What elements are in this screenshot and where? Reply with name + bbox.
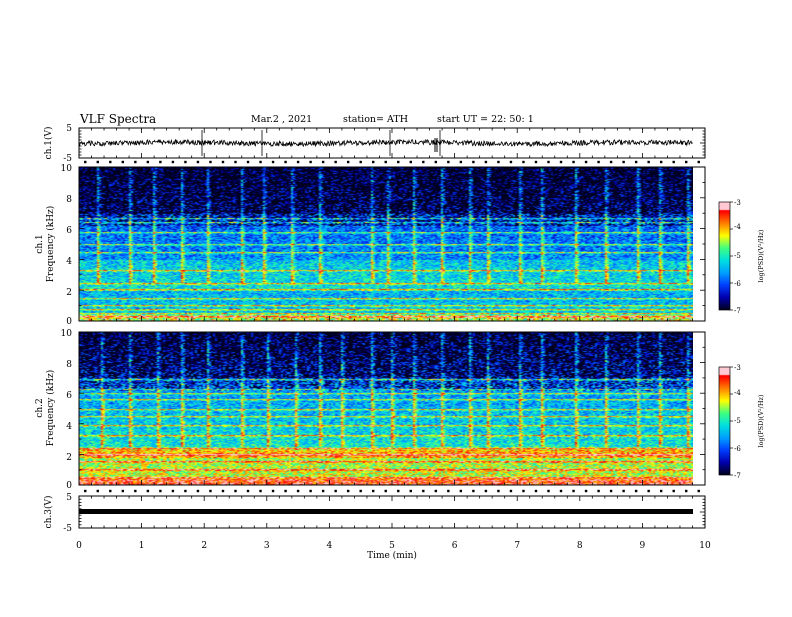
xtick-8: 8 (577, 541, 583, 551)
cb1-label: log(PSD)(V²/Hz) (757, 229, 765, 282)
date-label: Mar.2 , 2021 (251, 114, 312, 125)
ch1-ytick-6: 6 (66, 226, 72, 236)
xtick-5: 5 (389, 541, 395, 551)
ch3v-ytick-bottom: -5 (63, 524, 72, 534)
ch3-waveform-line (79, 509, 693, 514)
ch2-colorbar (719, 367, 730, 475)
start-time-label: start UT = 22: 50: 1 (437, 114, 534, 125)
ch1-volt-axis-label: ch.1(V) (43, 127, 54, 160)
ch1v-ytick-top: 5 (66, 124, 72, 134)
xtick-1: 1 (139, 541, 145, 551)
ch1-ytick-4: 4 (66, 257, 72, 267)
ch1-spectrogram-image (79, 167, 693, 321)
axis-ticks (78, 127, 706, 529)
cb1-tick-m6: -6 (734, 280, 741, 288)
ch3v-ytick-top: 5 (66, 493, 72, 503)
cb2-label: log(PSD)(V²/Hz) (757, 394, 765, 447)
cb1-tick-m7: -7 (734, 307, 741, 315)
colorbar-ticks (718, 201, 733, 476)
ch2-spectrogram-image (79, 332, 693, 485)
ch1v-ytick-bottom: -5 (63, 154, 72, 164)
xtick-0: 0 (76, 541, 82, 551)
xtick-7: 7 (514, 541, 520, 551)
ch1-waveform-spikes (201, 130, 441, 156)
ch1-ytick-10: 10 (61, 164, 73, 174)
cb1-tick-m4: -4 (734, 223, 741, 231)
ch1-ytick-0: 0 (66, 317, 72, 327)
cb1-tick-m5: -5 (734, 252, 741, 260)
xtick-4: 4 (327, 541, 333, 551)
cb2-tick-m6: -6 (734, 445, 741, 453)
xtick-10: 10 (699, 541, 711, 551)
x-axis-label: Time (min) (367, 550, 417, 561)
xtick-9: 9 (640, 541, 646, 551)
ch2-ytick-2: 2 (66, 453, 72, 463)
ch2-freq-axis-label: ch.2Frequency (kHz) (35, 370, 56, 447)
cb2-tick-m7: -7 (734, 472, 741, 480)
cb2-tick-m4: -4 (734, 389, 741, 397)
cb2-tick-m5: -5 (734, 417, 741, 425)
cb1-tick-m3: -3 (734, 199, 741, 207)
ch1-colorbar (719, 202, 730, 310)
ch2-ytick-8: 8 (66, 360, 72, 370)
cb2-tick-m3: -3 (734, 364, 741, 372)
ch3-volt-axis-label: ch.3(V) (43, 496, 54, 529)
xtick-2: 2 (201, 541, 207, 551)
time-markers (84, 160, 700, 493)
ch1-ytick-2: 2 (66, 288, 72, 298)
xtick-6: 6 (452, 541, 458, 551)
chart-title: VLF Spectra (79, 112, 156, 126)
ch1-freq-axis-label: ch.1Frequency (kHz) (35, 206, 56, 283)
ch1-ytick-8: 8 (66, 195, 72, 205)
ch2-ytick-10: 10 (61, 329, 73, 339)
ch2-ytick-6: 6 (66, 391, 72, 401)
ch1-waveform-line (78, 138, 694, 148)
ch2-ytick-0: 0 (66, 481, 72, 491)
station-label: station= ATH (343, 114, 408, 125)
xtick-3: 3 (264, 541, 270, 551)
ch2-ytick-4: 4 (66, 422, 72, 432)
